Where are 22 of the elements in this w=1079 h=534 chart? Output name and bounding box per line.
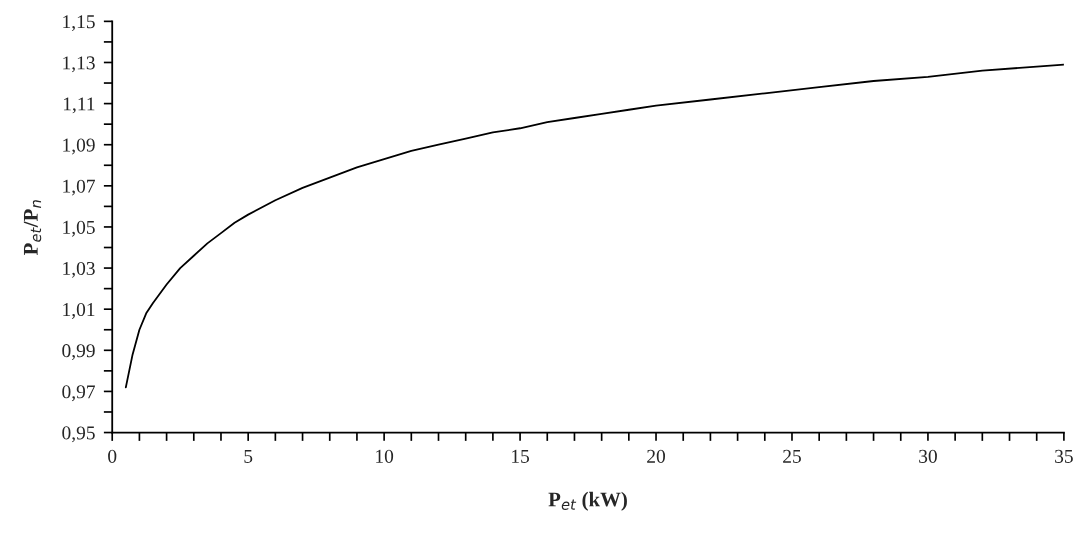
y-axis-title: P$_{et}$/P$_{n}$ (23, 200, 42, 256)
x-axis-title: P$_{et}$ (kW) (548, 491, 627, 511)
x-tick-label: 0 (108, 449, 117, 463)
line-series (124, 63, 1064, 389)
y-tick-label: 1,05 (63, 220, 95, 237)
y-tick-label: 1,09 (63, 138, 95, 155)
x-tick-label: 10 (376, 449, 394, 463)
y-tick-label: 1,13 (63, 56, 95, 73)
x-tick-label: 15 (512, 449, 530, 463)
y-tick-label: 1,11 (63, 97, 95, 114)
y-tick-label: 0,99 (62, 344, 95, 361)
y-tick-label: 1,03 (63, 261, 95, 278)
y-tick-label: 0,95 (62, 426, 95, 443)
x-tick-label: 25 (783, 449, 801, 463)
x-tick-label: 20 (647, 449, 666, 463)
y-tick-label: 1,07 (63, 179, 95, 196)
x-tick-label: 5 (244, 449, 253, 463)
y-tick-label: 1,15 (63, 15, 95, 32)
x-tick-label: 30 (919, 449, 937, 463)
x-tick-label: 35 (1055, 449, 1073, 463)
y-tick-label: 0,97 (62, 385, 95, 402)
y-tick-label: 1,01 (63, 303, 95, 319)
